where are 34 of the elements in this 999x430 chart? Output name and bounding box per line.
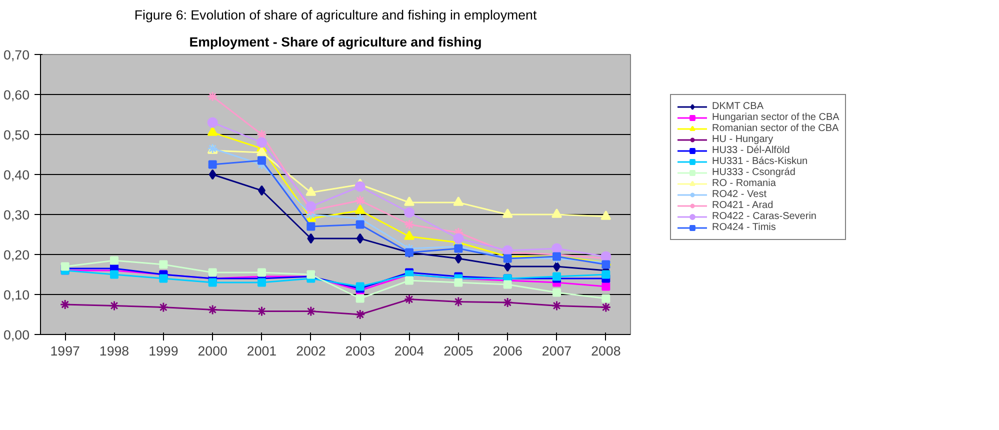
- legend-label: Romanian sector of the CBA: [712, 123, 839, 134]
- y-tick-label: 0,60: [4, 88, 30, 102]
- legend-label: HU331 - Bács-Kiskun: [712, 156, 808, 167]
- y-tick-label: 0,70: [4, 48, 30, 62]
- chart-title: Employment - Share of agriculture and fishing: [189, 34, 482, 50]
- y-tick-label: 0,50: [4, 128, 30, 142]
- x-tick-label: 2004: [394, 344, 425, 358]
- legend-label: RO421 - Arad: [712, 200, 774, 211]
- x-tick-label: 2008: [591, 344, 621, 358]
- legend-label: HU33 - Dél-Alföld: [712, 145, 790, 156]
- x-tick-label: 1998: [99, 344, 130, 358]
- y-tick-label: 0,40: [4, 168, 30, 182]
- legend-label: HU333 - Csongrád: [712, 167, 796, 178]
- y-tick-label: 0,00: [4, 328, 30, 342]
- x-tick-label: 1999: [148, 344, 178, 358]
- x-tick-label: 2003: [345, 344, 375, 358]
- legend-label: Hungarian sector of the CBA: [712, 112, 840, 123]
- y-tick-label: 0,20: [4, 248, 30, 262]
- legend-label: RO42 - Vest: [712, 189, 766, 200]
- legend-label: HU - Hungary: [712, 134, 774, 145]
- x-tick-label: 1997: [50, 344, 80, 358]
- y-tick-label: 0,10: [4, 288, 30, 302]
- x-tick-label: 2005: [444, 344, 474, 358]
- x-tick-label: 2001: [246, 344, 277, 358]
- y-tick-label: 0,30: [4, 208, 30, 222]
- legend-label: RO422 - Caras-Severin: [712, 211, 816, 222]
- caption: Figure 6: Evolution of share of agriculture and fishing in employment: [134, 8, 537, 22]
- legend-label: DKMT CBA: [712, 101, 764, 112]
- x-tick-label: 2007: [542, 344, 572, 358]
- x-tick-label: 2000: [198, 344, 228, 358]
- x-tick-label: 2006: [492, 344, 522, 358]
- x-tick-label: 2002: [296, 344, 326, 358]
- legend-label: RO - Romania: [712, 178, 776, 189]
- legend-label: RO424 - Timis: [712, 222, 776, 233]
